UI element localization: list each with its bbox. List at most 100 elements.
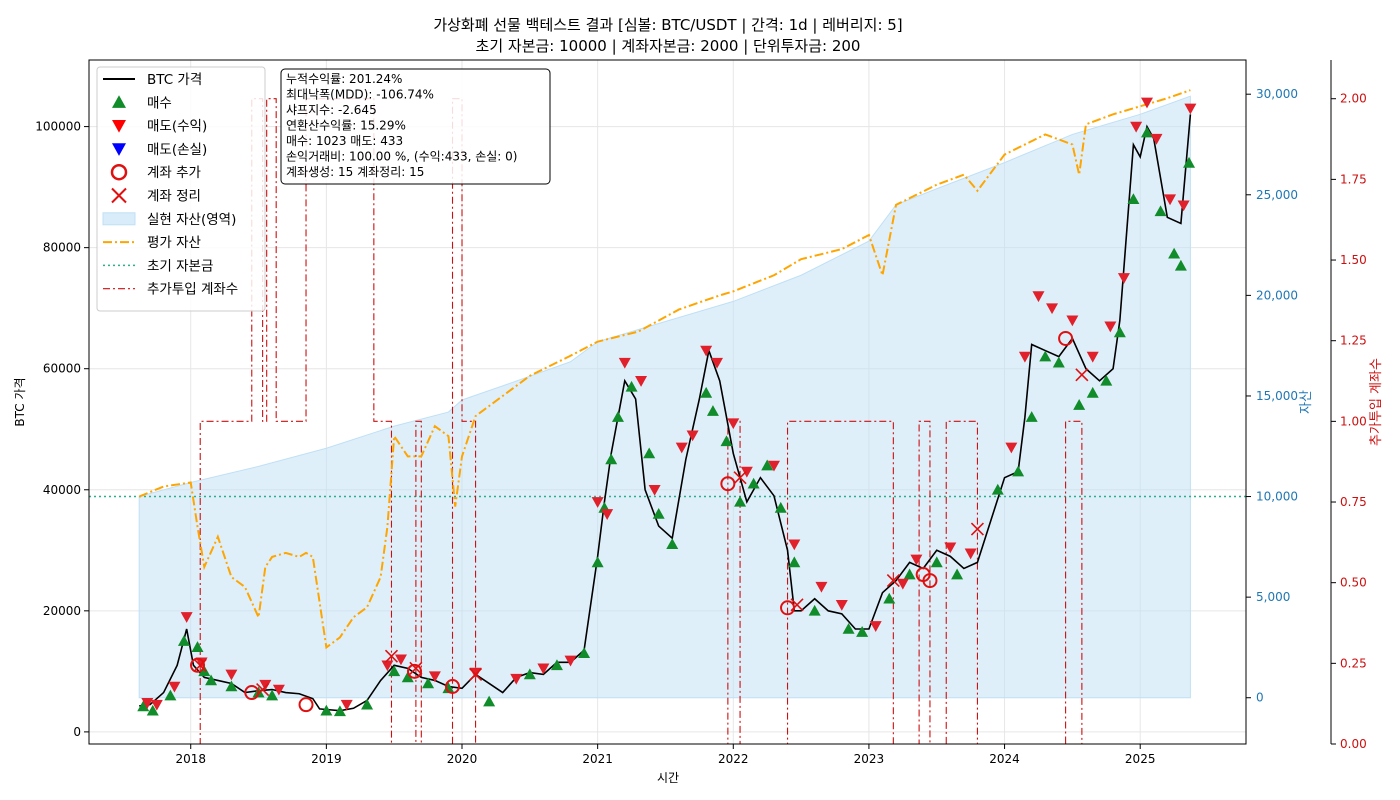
buy-marker bbox=[177, 635, 190, 646]
sell-profit-marker bbox=[1150, 133, 1163, 145]
buy-marker bbox=[734, 495, 747, 507]
stats-line: 계좌생성: 15 계좌정리: 15 bbox=[286, 165, 424, 179]
y-right2-tick-label: 0.50 bbox=[1340, 576, 1367, 590]
plot-frame bbox=[88, 59, 1247, 745]
sell-profit-marker bbox=[618, 357, 631, 369]
btc-price-line bbox=[139, 114, 1192, 712]
buy-marker bbox=[1012, 465, 1025, 477]
buy-marker bbox=[991, 483, 1004, 495]
buy-marker bbox=[266, 689, 279, 701]
buy-marker bbox=[1039, 350, 1052, 362]
y-left-tick-label: 40000 bbox=[43, 483, 81, 497]
x-tick-label: 2022 bbox=[718, 752, 749, 766]
legend-label: 계좌 추가 bbox=[147, 165, 201, 181]
x-axis-label: 시간 bbox=[657, 771, 679, 785]
sell-profit-marker bbox=[601, 509, 614, 520]
sell-profit-marker bbox=[910, 554, 923, 566]
y-right1-tick-label: 20,000 bbox=[1256, 288, 1298, 302]
x-tick-label: 2019 bbox=[311, 752, 342, 766]
account-add-marker bbox=[190, 657, 206, 673]
account-close-marker bbox=[1075, 368, 1089, 382]
stats-box: 누적수익률: 201.24% 최대낙폭(MDD): -106.74%샤프지수: -… bbox=[280, 68, 551, 185]
buy-marker bbox=[191, 641, 204, 652]
account-close-marker bbox=[733, 471, 747, 485]
sell-profit-marker bbox=[964, 548, 977, 560]
y-axis-label-left: BTC 가격 bbox=[13, 377, 27, 426]
account-close-marker bbox=[469, 667, 483, 681]
y-right1-tick-label: 5,000 bbox=[1256, 590, 1290, 604]
sell-profit-marker bbox=[815, 581, 828, 593]
sell-profit-marker bbox=[168, 681, 181, 693]
buy-marker bbox=[1168, 247, 1181, 259]
x-tick-label: 2021 bbox=[582, 752, 613, 766]
account-add-marker bbox=[407, 663, 423, 679]
buy-marker bbox=[761, 459, 774, 471]
account-close-marker bbox=[970, 522, 985, 536]
buy-marker bbox=[1113, 326, 1126, 338]
buy-marker bbox=[225, 680, 238, 692]
buy-marker bbox=[1086, 386, 1099, 398]
stats-box-frame bbox=[280, 68, 551, 185]
y-right1-tick-label: 10,000 bbox=[1256, 490, 1298, 504]
buy-marker bbox=[903, 568, 916, 580]
buy-marker bbox=[700, 386, 713, 398]
sell-profit-marker bbox=[259, 679, 272, 691]
account-close-marker bbox=[886, 574, 900, 588]
account-add-marker bbox=[922, 573, 938, 589]
legend-swatch-sell-loss bbox=[112, 143, 126, 156]
legend-label: 매도(수익) bbox=[147, 119, 207, 135]
chart-subtitle: 초기 자본금: 10000 | 계좌자본금: 2000 | 단위투자금: 200 bbox=[476, 37, 861, 55]
buy-marker bbox=[146, 704, 159, 716]
buy-marker bbox=[198, 665, 211, 677]
account-close-marker bbox=[256, 682, 270, 697]
sell-profit-marker bbox=[272, 684, 285, 696]
buy-marker bbox=[137, 700, 150, 712]
x-tick-label: 2024 bbox=[989, 752, 1020, 766]
buy-marker bbox=[625, 380, 638, 392]
y-axis-label-right1: 자산 bbox=[1299, 390, 1314, 414]
y-right2-tick-label: 1.00 bbox=[1340, 414, 1367, 428]
buy-marker bbox=[1100, 374, 1113, 386]
buy-marker bbox=[333, 705, 346, 717]
sell-profit-marker bbox=[1177, 200, 1190, 212]
buy-marker bbox=[706, 405, 719, 416]
y-right2-tick-label: 0.75 bbox=[1340, 495, 1367, 509]
legend-label: 계좌 정리 bbox=[147, 189, 201, 205]
sell-profit-marker bbox=[711, 357, 724, 369]
buy-marker bbox=[164, 689, 177, 701]
legend-label: 평가 자산 bbox=[147, 235, 201, 251]
account-close-marker bbox=[790, 598, 804, 612]
account-add-marker bbox=[1058, 330, 1074, 346]
account-add-marker bbox=[298, 697, 314, 713]
buy-marker bbox=[842, 622, 855, 634]
sell-profit-marker bbox=[537, 663, 550, 675]
y-axis-label-right2: 추가투입 계좌수 bbox=[1369, 358, 1384, 446]
legend-swatch-account-add bbox=[110, 163, 128, 181]
legend-swatch-account-close bbox=[111, 187, 127, 204]
y-right2-tick-label: 2.00 bbox=[1340, 92, 1367, 106]
sell-profit-marker bbox=[788, 539, 801, 551]
stats-line: 매수: 1023 매도: 433 bbox=[286, 134, 403, 148]
legend-swatch-realized bbox=[102, 212, 136, 226]
sell-profit-marker bbox=[225, 669, 238, 681]
legend-swatch-buy bbox=[112, 95, 126, 108]
sell-profit-marker bbox=[635, 376, 648, 387]
legend-label: 매수 bbox=[147, 95, 172, 111]
sell-profit-marker bbox=[1130, 121, 1143, 133]
sell-profit-marker bbox=[1104, 321, 1117, 333]
sell-profit-marker bbox=[1117, 273, 1130, 284]
buy-marker bbox=[1174, 259, 1187, 271]
buy-marker bbox=[643, 447, 656, 459]
sell-profit-marker bbox=[1184, 103, 1197, 115]
y-right1-tick-label: 0 bbox=[1256, 691, 1264, 705]
account-add-marker bbox=[244, 685, 260, 701]
sell-profit-marker bbox=[675, 442, 688, 454]
y-right2-tick-label: 1.75 bbox=[1340, 172, 1367, 186]
realized-equity-area bbox=[138, 95, 1191, 699]
legend-label: BTC 가격 bbox=[147, 72, 202, 88]
buy-marker bbox=[1073, 399, 1086, 410]
sell-profit-marker bbox=[1066, 315, 1079, 327]
y-left-tick-label: 0 bbox=[73, 725, 81, 739]
